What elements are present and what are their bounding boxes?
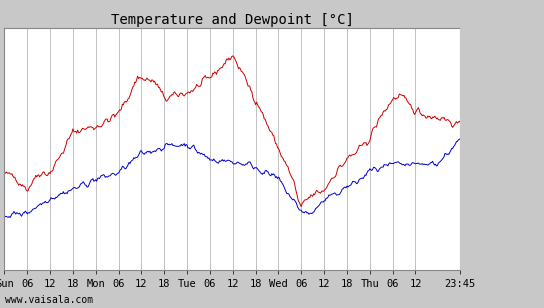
Text: www.vaisala.com: www.vaisala.com	[5, 295, 94, 305]
Title: Temperature and Dewpoint [°C]: Temperature and Dewpoint [°C]	[111, 13, 354, 26]
